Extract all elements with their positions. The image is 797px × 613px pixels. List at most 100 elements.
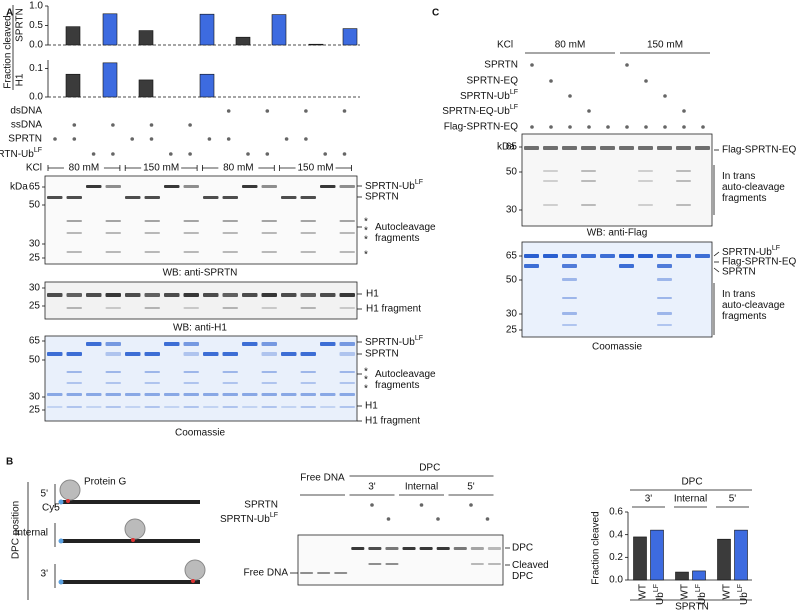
gel-band (320, 393, 336, 396)
gel-band (105, 232, 121, 234)
row-label: SPRTN (484, 60, 518, 71)
cy5 (58, 579, 64, 585)
band-label: SPRTN (365, 192, 399, 203)
label-main: SPRTN-Ub (722, 247, 772, 258)
gel (44, 281, 358, 320)
group-label: 5' (467, 482, 475, 493)
gel-band (242, 393, 258, 396)
gel-band (164, 293, 180, 297)
gel-band (183, 393, 199, 396)
y-tick-label: 0.0 (609, 575, 623, 586)
band-label: SPRTN-UbLF (365, 335, 423, 348)
row-label: ssDNA (11, 120, 42, 131)
gel-band (385, 547, 399, 550)
asterisk: * (364, 375, 368, 386)
gel-band (320, 293, 336, 297)
gel-band (581, 180, 596, 182)
gel-band (222, 406, 238, 408)
gel-band (339, 393, 355, 396)
band-label: SPRTN (722, 267, 756, 278)
gel-band (339, 232, 355, 234)
gel-band (368, 547, 382, 550)
gel-band (261, 307, 277, 309)
label-sup: LF (653, 584, 660, 592)
gel-band (300, 232, 316, 234)
gel-band (105, 406, 121, 408)
gel-band (66, 352, 82, 356)
dot (568, 94, 572, 98)
dot (72, 123, 77, 127)
dot (682, 125, 686, 129)
marker: 30 (506, 205, 518, 216)
label-line: fragments (375, 233, 419, 244)
y-tick-label: 0.2 (609, 552, 623, 563)
gel-band (105, 352, 121, 356)
bar (65, 26, 81, 46)
band-label: In trans auto-cleavage fragments (722, 289, 785, 322)
gel-band (524, 254, 539, 258)
gel-band (242, 185, 258, 188)
band-label: Autocleavage fragments (375, 222, 436, 244)
label-line: auto-cleavage (722, 182, 785, 193)
dot (111, 152, 115, 156)
gel-band (470, 563, 484, 565)
gel-band (562, 146, 577, 150)
gel-band (261, 185, 277, 188)
gel-band (47, 393, 63, 396)
dot (587, 125, 591, 129)
gel-band (66, 220, 82, 222)
label-line: fragments (722, 193, 766, 204)
gel-band (657, 312, 672, 315)
gel-band (695, 254, 710, 258)
gel-band (86, 393, 102, 396)
panel-label: A (6, 8, 13, 19)
gel-band (638, 254, 653, 258)
dot (386, 517, 391, 521)
gel-band (261, 382, 277, 384)
label-line: fragments (375, 380, 419, 391)
gel-band (261, 371, 277, 373)
gel-band (619, 264, 634, 268)
gel-band (183, 382, 199, 384)
gel-band (436, 547, 450, 550)
gel-band (385, 563, 399, 565)
gel-band (470, 547, 484, 550)
label-sup: LF (415, 335, 423, 342)
gel-band (281, 196, 297, 199)
asterisk: * (364, 235, 368, 246)
dot (587, 109, 591, 113)
gel-band (66, 196, 82, 199)
gel-band (600, 254, 615, 258)
dot (485, 517, 490, 521)
gel-band (242, 406, 258, 408)
gel-band (524, 264, 539, 268)
gel-band (638, 170, 653, 172)
chart-header: DPC (681, 477, 702, 488)
group-label: 3' (645, 494, 653, 505)
gel-band (86, 342, 102, 346)
dot (342, 109, 347, 113)
bar (308, 43, 324, 46)
gel-band (581, 146, 596, 150)
y-tick-label: 0.0 (29, 40, 43, 51)
gel-band (47, 406, 63, 408)
gel-band (183, 371, 199, 373)
gel-band (261, 251, 277, 253)
gel-band (66, 371, 82, 373)
gel-band (638, 180, 653, 182)
gel-band (543, 204, 558, 206)
gel-band (222, 382, 238, 384)
x-tick-label: WT (680, 584, 691, 600)
gel-band (524, 146, 539, 150)
gel-band (657, 278, 672, 281)
gel-band (402, 547, 416, 550)
dna (60, 580, 200, 584)
gel-band (125, 352, 141, 356)
bar (692, 570, 706, 581)
gel-band (487, 563, 501, 565)
x-tick-label: UbLF (737, 584, 750, 605)
gel-band (144, 251, 160, 253)
band-label: SPRTN (365, 349, 399, 360)
gel-band (676, 170, 691, 172)
